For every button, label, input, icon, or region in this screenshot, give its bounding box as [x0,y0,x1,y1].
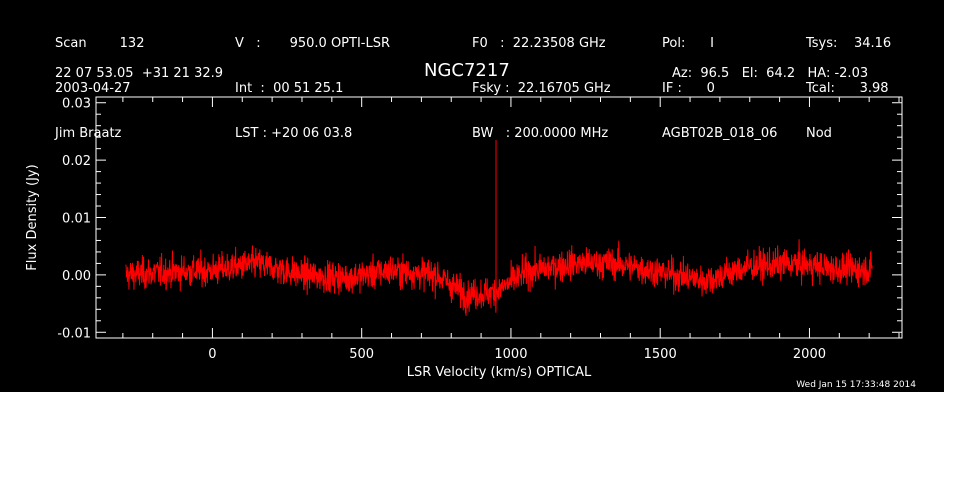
header-col-frequency: F0 : 22.23508 GHz Fsky : 22.16705 GHz BW… [472,6,611,156]
integration-line: Int : 00 51 25.1 [235,81,344,96]
velocity-line: V : 950.0 OPTI-LSR [235,36,391,51]
x-tick-label: 1000 [494,347,527,362]
y-axis-label: Flux Density (Jy) [25,164,40,270]
coordinates: 22 07 53.05 +31 21 32.9 [55,66,224,81]
x-tick-label: 2000 [793,347,826,362]
header-col-velocity: V : 950.0 OPTI-LSR Int : 00 51 25.1 LST … [235,6,390,156]
scan-line: Scan 132 [55,36,145,51]
ticks-layer: 0 500 1000 1500 2000 -0.01 0.00 0.01 0.02 0.03 [57,97,902,362]
y-tick-label: 0.03 [62,97,91,112]
project-line: AGBT02B_018_06 [662,126,778,141]
y-tick-label: 0.01 [62,212,91,227]
if-line: IF : 0 [662,81,715,96]
spectrum-series-line [125,239,873,316]
fsky-line: Fsky : 22.16705 GHz [472,81,611,96]
date-line: 2003-04-27 [55,81,131,96]
observer-line: Jim Braatz [55,126,122,141]
plot-panel [0,0,944,392]
tsys-line: Tsys: 34.16 [806,36,892,51]
x-tick-label: 0 [208,347,216,362]
x-tick-label: 500 [349,347,374,362]
plot-frame [95,96,903,339]
header-col-tsys: Tsys: 34.16 Tcal: 3.98 Nod [806,6,891,156]
header-col-scan: Scan 132 2003-04-27 Jim Braatz [55,6,144,156]
timestamp: Wed Jan 15 17:33:48 2014 [796,380,916,390]
x-axis-label: LSR Velocity (km/s) OPTICAL [407,365,592,380]
pol-line: Pol: I [662,36,714,51]
mode-line: Nod [806,126,832,141]
y-tick-label: -0.01 [57,326,91,341]
spectrum-chart: 0 500 1000 1500 2000 -0.01 0.00 0.01 0.02 0.03 LS… [25,96,903,380]
az-el-ha: Az: 96.5 El: 64.2 HA: -2.03 [672,66,869,81]
bandwidth-line: BW : 200.0000 MHz [472,126,609,141]
tcal-line: Tcal: 3.98 [806,81,889,96]
source-name: NGC7217 [424,60,510,81]
x-tick-label: 1500 [644,347,677,362]
f0-line: F0 : 22.23508 GHz [472,36,606,51]
y-tick-label: 0.02 [62,154,91,169]
y-tick-label: 0.00 [62,269,91,284]
lst-line: LST : +20 06 03.8 [235,126,353,141]
header-col-polarization: Pol: I IF : 0 AGBT02B_018_06 [662,6,777,156]
